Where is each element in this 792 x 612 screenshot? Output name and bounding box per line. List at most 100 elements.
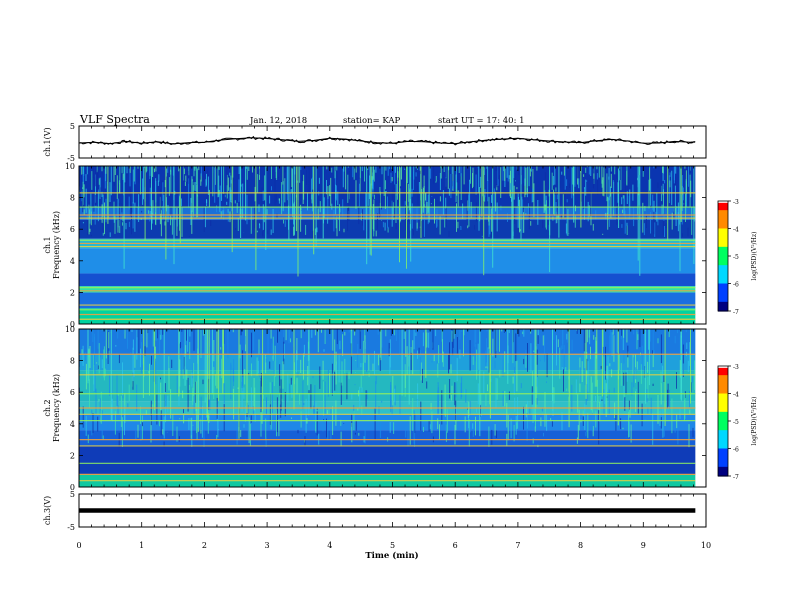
spectrogram-band <box>79 219 696 239</box>
colorbar-swatch <box>718 441 728 444</box>
colorbar-swatch <box>718 223 728 226</box>
x-tick-label: 10 <box>701 541 711 550</box>
spectrogram-band <box>79 248 696 274</box>
colorbar-swatch <box>718 248 728 252</box>
colorbar-swatch <box>718 428 728 431</box>
colorbar-swatch <box>718 278 728 281</box>
spectrogram-band <box>79 445 696 475</box>
colorbar-swatch <box>718 237 728 241</box>
colorbar-swatch <box>718 419 728 422</box>
colorbar-tick-label: -3 <box>733 199 739 206</box>
colorbar-swatch <box>718 303 728 307</box>
colorbar-label: log(PSD)(V²/Hz) <box>751 397 758 446</box>
colorbar-swatch <box>718 404 728 407</box>
colorbar-swatch <box>718 272 728 275</box>
y-tick-label: 6 <box>70 225 75 234</box>
colorbar-swatch <box>718 230 728 233</box>
colorbar-swatch <box>718 444 728 448</box>
colorbar-tick-label: -7 <box>733 474 739 481</box>
y-tick-label: 5 <box>70 122 75 131</box>
colorbar-swatch <box>718 466 728 470</box>
colorbar-swatch <box>718 400 728 404</box>
colorbar-swatch <box>718 307 728 310</box>
ch1-waveform-panel: 5 -5 ch.1(V) <box>43 122 707 163</box>
colorbar-swatch <box>718 413 728 417</box>
colorbar-swatch <box>718 246 728 250</box>
x-tick-label: 7 <box>515 541 520 550</box>
colorbar-swatch <box>718 450 728 453</box>
colorbar-swatch <box>718 298 728 301</box>
colorbar-tick-label: -6 <box>733 282 739 289</box>
colorbar-swatch <box>718 292 728 296</box>
colorbar-swatch <box>718 384 728 387</box>
figure-station: station= KAP <box>343 116 401 126</box>
colorbar-swatch <box>718 393 728 396</box>
y-axis-label: ch.1(V) <box>43 127 52 156</box>
colorbar-swatch <box>718 373 728 376</box>
spectrogram-band <box>79 308 696 324</box>
colorbar-swatch <box>718 289 728 292</box>
colorbar-swatch <box>718 202 728 206</box>
colorbar-swatch <box>718 448 728 451</box>
colorbar-swatch <box>718 285 728 288</box>
colorbar-tick-label: -3 <box>733 364 739 371</box>
y-tick-label: 0 <box>70 483 75 492</box>
y-tick-label: 2 <box>70 451 75 460</box>
figure-date: Jan. 12, 2018 <box>249 116 307 126</box>
spectrogram-band <box>79 273 696 287</box>
colorbar-swatch <box>718 276 728 279</box>
colorbar-swatch <box>718 391 728 395</box>
colorbar-tick-label: -5 <box>733 419 739 426</box>
colorbar-swatch <box>718 305 728 308</box>
colorbar-swatch <box>718 382 728 385</box>
colorbar-swatch <box>718 437 728 440</box>
colorbar-swatch <box>718 399 728 402</box>
x-tick-label: 8 <box>578 541 583 550</box>
colorbar-swatch <box>718 228 728 231</box>
colorbar-swatch <box>718 241 728 244</box>
colorbar-swatch <box>718 443 728 446</box>
colorbar-swatch <box>718 232 728 235</box>
colorbar-swatch <box>718 261 728 264</box>
colorbar-swatch <box>718 250 728 253</box>
colorbar-swatch <box>718 369 728 373</box>
colorbar-swatch <box>718 256 728 259</box>
colorbar-tick-label: -4 <box>733 227 739 234</box>
colorbar-swatch <box>718 366 728 369</box>
figure-title: VLF Spectra <box>79 113 150 126</box>
colorbar-swatch <box>718 217 728 220</box>
y-axis-label: Frequency (kHz) <box>52 211 61 279</box>
x-tick-label: 9 <box>641 541 646 550</box>
colorbar-swatch <box>718 210 728 213</box>
ch2-colorbar: -3 -4 -5 -6 -7 log(PSD)(V²/Hz) <box>717 364 758 481</box>
x-tick-label: 2 <box>202 541 207 550</box>
y-tick-label: 5 <box>70 490 75 499</box>
colorbar-swatch <box>718 224 728 228</box>
spectrogram-band <box>79 414 696 431</box>
y-tick-label: 2 <box>70 288 75 297</box>
colorbar-swatch <box>718 470 728 473</box>
colorbar-swatch <box>718 279 728 283</box>
colorbar-swatch <box>718 410 728 413</box>
colorbar-swatch <box>718 386 728 389</box>
y-axis-label: ch.3(V) <box>43 496 52 525</box>
y-tick-label: 10 <box>65 162 75 171</box>
colorbar-swatch <box>718 259 728 263</box>
colorbar-swatch <box>718 219 728 222</box>
colorbar-swatch <box>718 204 728 208</box>
x-tick-label: 3 <box>265 541 270 550</box>
y-axis-label: ch.2 <box>43 399 52 416</box>
colorbar-swatch <box>718 430 728 433</box>
colorbar-swatch <box>718 432 728 435</box>
spectrogram-band <box>79 354 696 371</box>
colorbar-swatch <box>718 290 728 294</box>
colorbar-swatch <box>718 265 728 268</box>
colorbar-swatch <box>718 378 728 382</box>
y-tick-label: -5 <box>67 154 75 163</box>
colorbar-swatch <box>718 465 728 468</box>
colorbar-swatch <box>718 206 728 209</box>
colorbar-swatch <box>718 461 728 464</box>
time-axis: 0 1 2 3 4 5 6 7 8 9 10 <box>76 541 711 550</box>
colorbar-swatch <box>718 402 728 406</box>
